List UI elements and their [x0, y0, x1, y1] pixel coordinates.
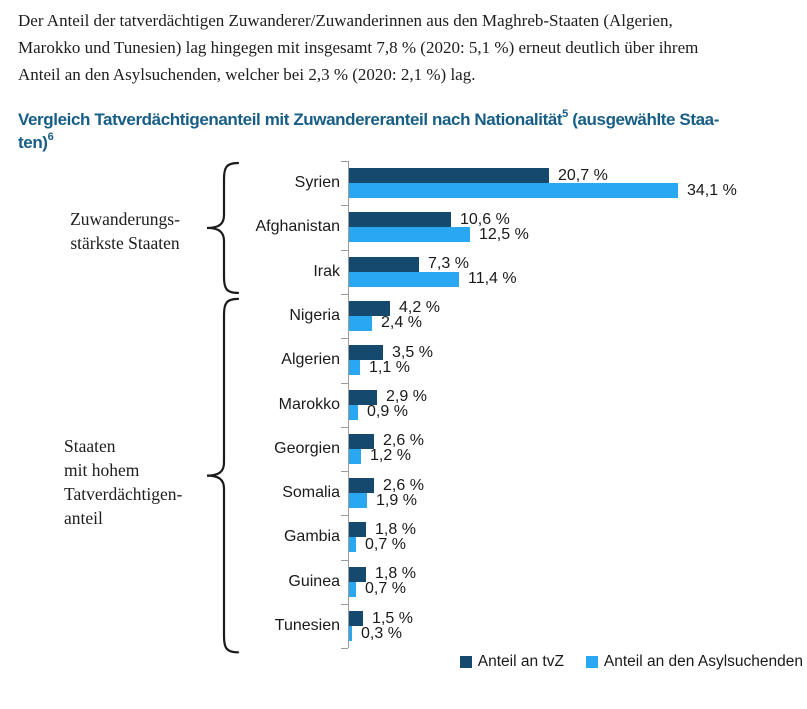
value-label-tvz: 1,8 %: [375, 520, 416, 538]
group-label-1: Zuwanderungs-stärkste Staaten: [70, 208, 180, 253]
bar-anteil-asylsuchende: [349, 227, 470, 243]
value-label-tvz: 20,7 %: [558, 166, 608, 184]
value-label-tvz: 1,5 %: [372, 609, 413, 627]
chart-legend: Anteil an tvZ Anteil an den Asylsuchende…: [459, 653, 803, 671]
value-label-tvz: 7,3 %: [428, 255, 469, 273]
bar-anteil-asylsuchende: [349, 360, 360, 376]
value-label-tvz: 4,2 %: [399, 299, 440, 317]
bar-anteil-asylsuchende: [349, 271, 459, 287]
legend-item-tvz: Anteil an tvZ: [459, 653, 564, 671]
bar-anteil-tvz: [349, 389, 377, 405]
y-axis-line: [348, 161, 349, 649]
chart-title-text: Vergleich Tatverdächtigenanteil mit Zuwa…: [18, 110, 563, 130]
value-label-asylsuchende: 0,9 %: [367, 403, 408, 420]
bar-anteil-tvz: [349, 522, 366, 538]
value-label-asylsuchende: 1,9 %: [376, 491, 417, 509]
axis-tick: [341, 471, 348, 473]
value-label-tvz: 2,9 %: [386, 388, 427, 405]
axis-tick: [341, 161, 348, 162]
axis-tick: [341, 338, 348, 340]
bar-anteil-asylsuchende: [349, 537, 356, 553]
category-label-marokko: Marokko: [278, 395, 340, 413]
category-label-afghanistan: Afghanistan: [255, 218, 340, 236]
bar-anteil-tvz: [349, 433, 374, 449]
axis-tick: [341, 205, 348, 207]
category-label-gambia: Gambia: [283, 528, 340, 546]
paragraph-line: Anteil an den Asylsuchenden, welcher bei…: [18, 65, 476, 84]
value-label-tvz: 1,8 %: [375, 565, 416, 583]
axis-tick: [341, 249, 348, 251]
legend-label: Anteil an tvZ: [477, 653, 564, 670]
bar-anteil-asylsuchende: [349, 315, 372, 331]
chart-title: Vergleich Tatverdächtigenanteil mit Zuwa…: [18, 108, 719, 154]
axis-tick: [341, 648, 348, 650]
legend-swatch-light: [585, 656, 598, 668]
bar-anteil-tvz: [349, 168, 549, 183]
group-label-2: Staaten mit hohem Tatverdächtigen-anteil: [64, 435, 183, 528]
bar-anteil-tvz: [349, 300, 390, 316]
value-label-asylsuchende: 1,1 %: [369, 358, 410, 376]
paragraph-line: Der Anteil der tatverdächtigen Zuwandere…: [18, 11, 673, 30]
value-label-asylsuchende: 11,4 %: [468, 270, 517, 288]
category-label-georgien: Georgien: [274, 439, 340, 457]
bar-anteil-asylsuchende: [349, 626, 352, 641]
value-label-asylsuchende: 0,7 %: [365, 580, 406, 598]
bar-anteil-tvz: [349, 345, 383, 361]
category-label-tunesien: Tunesien: [274, 617, 340, 634]
bar-anteil-asylsuchende: [349, 404, 358, 420]
axis-tick: [341, 604, 348, 605]
bar-anteil-asylsuchende: [349, 581, 356, 597]
category-label-guinea: Guinea: [288, 572, 340, 590]
category-label-syrien: Syrien: [294, 174, 340, 191]
value-label-asylsuchende: 2,4 %: [381, 314, 422, 332]
axis-tick: [341, 515, 348, 517]
bar-anteil-asylsuchende: [349, 493, 367, 509]
bar-anteil-asylsuchende: [349, 448, 361, 464]
value-label-asylsuchende: 0,3 %: [361, 624, 402, 642]
bar-anteil-tvz: [349, 566, 366, 582]
value-label-asylsuchende: 12,5 %: [479, 225, 529, 243]
bar-anteil-asylsuchende: [349, 183, 678, 198]
body-paragraph: Der Anteil der tatverdächtigen Zuwandere…: [18, 7, 698, 88]
category-label-algerien: Algerien: [281, 351, 340, 369]
legend-item-asylsuchende: Anteil an den Asylsuchenden: [585, 653, 803, 671]
bar-anteil-tvz: [349, 478, 374, 494]
axis-tick: [341, 293, 348, 295]
category-label-somalia: Somalia: [282, 484, 340, 502]
bar-anteil-tvz: [349, 256, 419, 272]
value-label-asylsuchende: 0,7 %: [365, 535, 406, 553]
footnote-marker-5: 5: [562, 108, 568, 121]
value-label-tvz: 2,6 %: [383, 476, 424, 494]
category-label-irak: Irak: [313, 262, 340, 280]
legend-label: Anteil an den Asylsuchenden: [603, 653, 803, 670]
legend-swatch-dark: [459, 656, 472, 668]
chart-title-text: (ausgewählte Staa-: [567, 110, 720, 130]
value-label-tvz: 3,5 %: [392, 343, 433, 361]
chart-title-text: ten): [18, 133, 48, 153]
bar-anteil-tvz: [349, 212, 451, 228]
axis-tick: [341, 426, 348, 428]
value-label-asylsuchende: 34,1 %: [687, 181, 737, 199]
axis-tick: [341, 559, 348, 561]
value-label-tvz: 2,6 %: [383, 432, 424, 450]
bar-anteil-tvz: [349, 611, 363, 626]
value-label-tvz: 10,6 %: [460, 210, 510, 228]
value-label-asylsuchende: 1,2 %: [370, 447, 411, 465]
axis-tick: [341, 382, 348, 384]
category-label-nigeria: Nigeria: [289, 306, 340, 324]
paragraph-line: Marokko und Tunesien) lag hingegen mit i…: [18, 38, 699, 57]
footnote-marker-6: 6: [47, 131, 54, 144]
